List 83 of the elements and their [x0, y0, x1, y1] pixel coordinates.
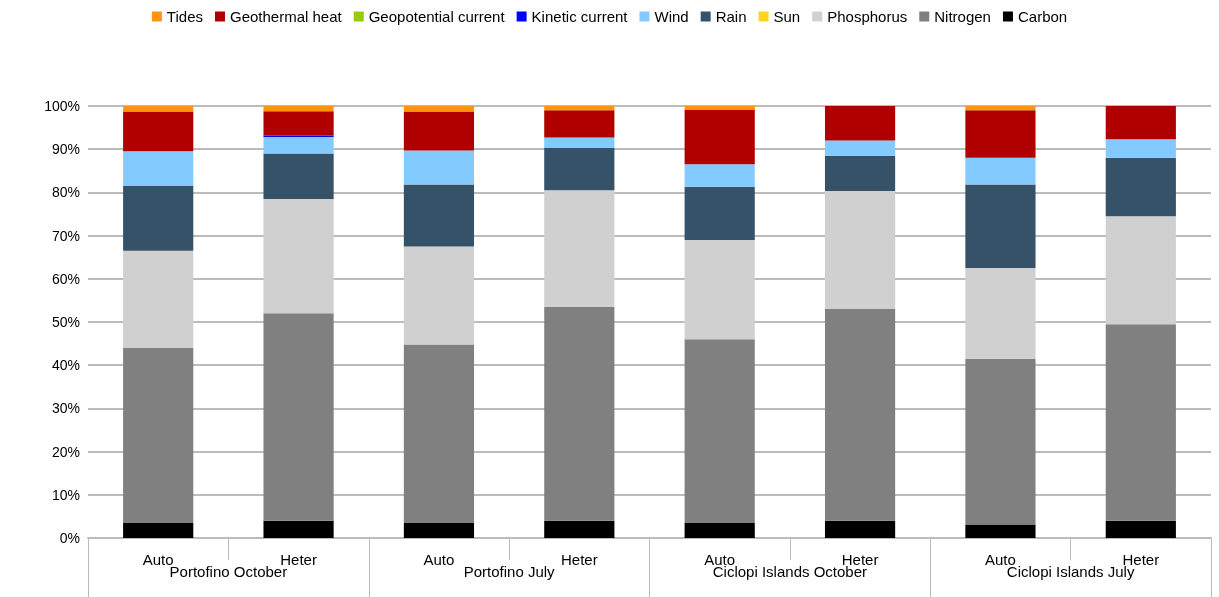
x-tick-label: Heter — [1122, 551, 1160, 568]
bar — [684, 239, 755, 340]
bar — [403, 184, 475, 247]
bar — [684, 164, 755, 187]
bar — [965, 184, 1036, 268]
bar — [123, 522, 194, 538]
text: Portofino July — [463, 563, 556, 580]
bar — [263, 153, 334, 199]
legend-label: Sun — [773, 8, 801, 25]
bar — [263, 137, 334, 154]
bar — [965, 157, 1036, 185]
legend-label: Nitrogen — [934, 8, 991, 25]
bar — [403, 344, 475, 523]
bar — [123, 185, 194, 251]
x-tick-label: Auto — [423, 551, 455, 568]
bar — [403, 150, 475, 185]
bar — [824, 140, 896, 156]
bar — [123, 250, 194, 348]
bar — [544, 147, 615, 191]
y-tick-label: 60% — [51, 270, 80, 287]
y-tick-label: 90% — [51, 141, 80, 158]
bar — [403, 111, 475, 151]
y-tick-label: 70% — [51, 227, 80, 244]
x-tick-label: Heter — [560, 551, 598, 568]
legend-label: Tides — [166, 8, 203, 25]
bar — [684, 109, 755, 165]
bar — [965, 358, 1036, 526]
bar — [824, 191, 896, 310]
bar — [263, 198, 334, 314]
bar — [1105, 216, 1176, 325]
bar — [965, 525, 1036, 538]
x-tick-label: Heter — [841, 551, 879, 568]
bar — [403, 106, 475, 112]
y-tick-label: 40% — [51, 357, 80, 374]
bar — [824, 520, 896, 538]
x-tick-label: Auto — [142, 551, 174, 568]
bar — [684, 522, 755, 538]
y-tick-label: 50% — [51, 314, 80, 330]
bar — [824, 309, 896, 521]
bar — [544, 137, 615, 148]
y-tick-label: 80% — [51, 184, 80, 201]
bar — [965, 268, 1036, 359]
legend-label: Rain — [715, 8, 747, 25]
bar — [544, 110, 615, 138]
x-tick-label: Heter — [280, 551, 317, 568]
bar — [123, 347, 194, 523]
y-tick-label: 30% — [51, 400, 80, 417]
bar — [1105, 106, 1176, 140]
bar — [544, 106, 615, 111]
bar — [1105, 157, 1176, 217]
bar — [403, 522, 475, 538]
bar — [544, 190, 615, 307]
x-tick-label: Auto — [704, 551, 736, 568]
x-tick-label: Auto — [985, 551, 1016, 568]
y-tick-label: 10% — [51, 486, 80, 503]
legend-label: Carbon — [1017, 8, 1068, 25]
y-tick-label: 20% — [51, 443, 80, 460]
y-tick-label: 100% — [44, 98, 80, 114]
legend-label: Kinetic current — [531, 8, 629, 25]
bar — [965, 110, 1036, 158]
bar — [1105, 324, 1176, 521]
bar — [263, 106, 334, 112]
bar — [263, 313, 334, 521]
bar — [403, 246, 475, 345]
bar — [824, 106, 896, 141]
bar — [1105, 520, 1176, 538]
bar — [263, 520, 334, 538]
bar — [123, 151, 194, 186]
bar — [1105, 139, 1176, 158]
legend-label: Phosphorus — [827, 8, 908, 25]
bar — [684, 186, 755, 240]
legend-label: Wind — [654, 8, 689, 25]
bar — [684, 339, 755, 523]
bar — [123, 106, 194, 112]
bar — [544, 520, 615, 538]
legend-label: Geopotential current — [368, 8, 506, 25]
bar — [123, 111, 194, 152]
legend-label: Geothermal heat — [229, 8, 343, 25]
bar — [544, 306, 615, 521]
y-tick-label: 0% — [59, 530, 80, 546]
bar — [824, 155, 896, 192]
bar — [263, 111, 334, 136]
bar — [965, 106, 1036, 111]
